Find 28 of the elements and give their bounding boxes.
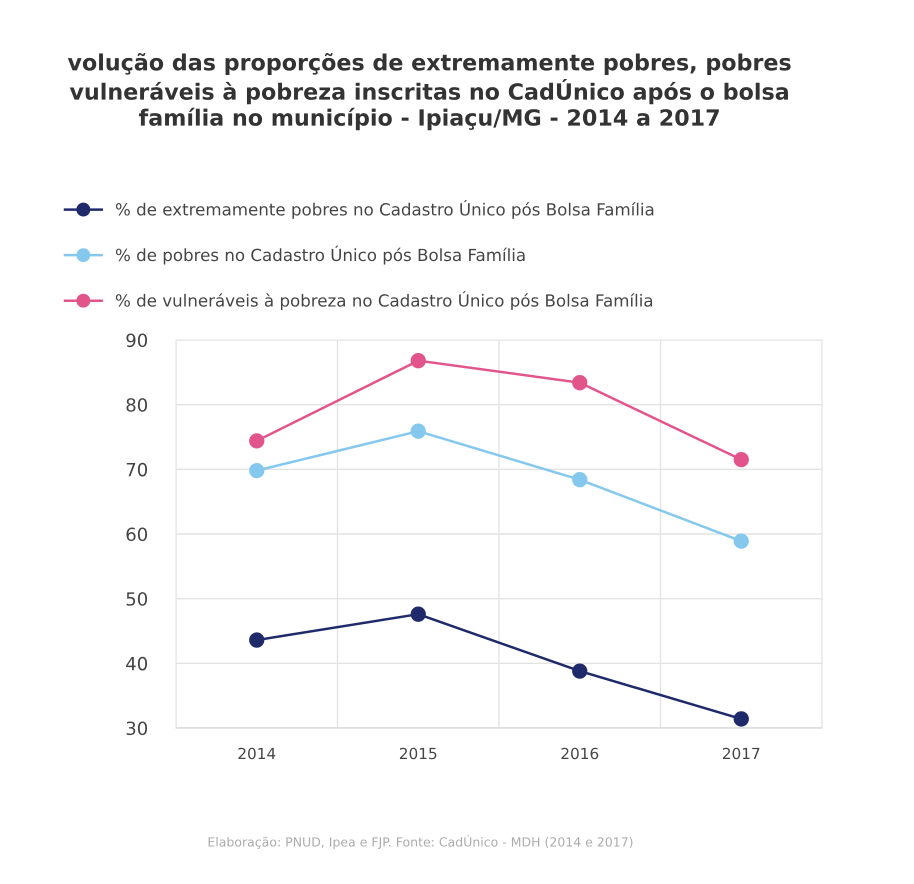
y-tick-label: 30 [126,721,148,736]
y-tick-label: 70 [126,462,148,476]
point [572,375,588,390]
chart-title: volução das proporções de extremamente pobres, pobres vulneráveis à pobreza inscritas no CadÚnico após o bolsa família no município - Ipiaçu/MG - 2014 a 2017 [68,53,791,130]
x-tick-label: 2015 [400,748,436,760]
y-tick-label: 50 [126,592,148,606]
point [410,424,426,439]
point [410,353,426,368]
point [249,632,264,648]
legend-label: % de vulneráveis à pobreza no Cadastro Único pós Bolsa Família [116,291,652,310]
point [734,711,749,727]
point [734,533,749,549]
point [249,433,264,449]
y-tick-label: 60 [126,527,148,542]
y-tick-label: 90 [126,333,148,348]
x-tick-label: 2017 [722,748,760,760]
y-tick-label: 80 [126,398,148,412]
legend-label: % de pobres no Cadastro Único pós Bolsa Família [116,246,525,264]
point [410,606,426,622]
legend-label: % de extremamente pobres no Cadastro Único pós Bolsa Família [116,200,654,219]
x-tick-label: 2014 [238,748,276,760]
y-tick-label: 40 [126,656,148,670]
point [572,472,588,488]
point [734,452,749,468]
point [249,462,264,478]
text: Elaboração: PNUD, Ipea e FJP. Fonte: CadÚnico - MDH (2014 e 2017) [208,834,632,850]
x-tick-label: 2016 [561,748,598,760]
point [572,663,588,679]
